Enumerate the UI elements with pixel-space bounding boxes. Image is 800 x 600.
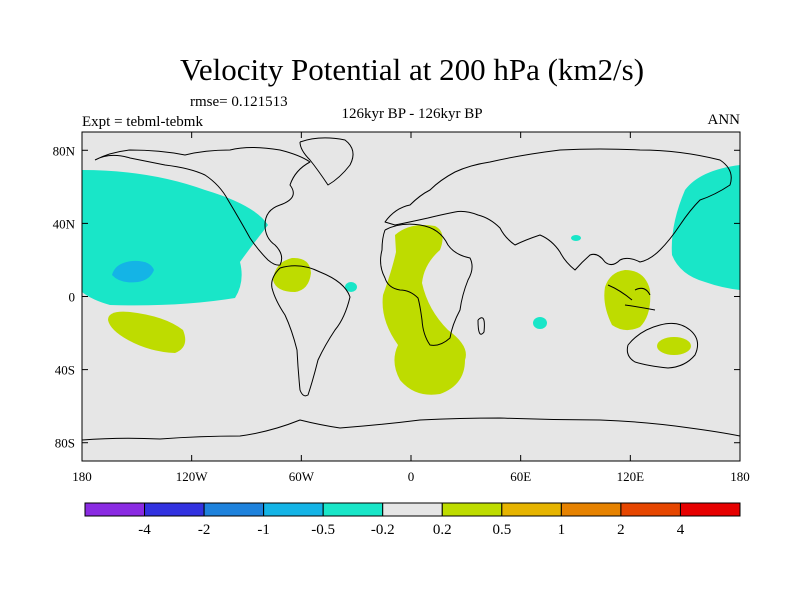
x-tick-label: 60E: [510, 469, 531, 484]
positive-region-south-pacific: [108, 311, 186, 353]
colorbar-label: -2: [198, 522, 211, 538]
coastline-madagascar: [477, 317, 485, 335]
colorbar-label: -1: [257, 522, 270, 538]
colorbar-label: -4: [138, 522, 151, 538]
colorbar: -4 -2 -1 -0.5 -0.2 0.2 0.5 1 2 4: [84, 502, 741, 538]
negative-region-atlantic-small: [345, 282, 357, 292]
y-tick-label: 80S: [55, 436, 75, 451]
colorbar-label: 1: [558, 522, 566, 538]
colorbar-swatch: [144, 502, 205, 517]
colorbar-label: -0.2: [371, 522, 395, 538]
x-tick-label: 180: [72, 469, 92, 484]
stronger-negative-region-pacific: [112, 260, 154, 283]
y-tick-label: 0: [69, 290, 76, 305]
colorbar-swatch: [203, 502, 265, 517]
y-tick-label: 80N: [53, 143, 76, 158]
x-tick-label: 180: [730, 469, 750, 484]
positive-region-africa-atlantic: [382, 225, 466, 395]
x-tick-label: 0: [408, 469, 415, 484]
colorbar-label: 4: [677, 522, 685, 538]
coastline-north-america: [94, 147, 311, 266]
coastline-greenland: [299, 137, 354, 186]
coastline-south-america: [271, 265, 351, 397]
negative-region-west-pacific: [671, 165, 740, 290]
y-axis-ticks: 80N 40N 0 40S 80S: [53, 143, 740, 451]
colorbar-label: 2: [617, 522, 625, 538]
season-label: ANN: [708, 112, 741, 128]
colorbar-swatch: [84, 502, 146, 517]
colorbar-swatch: [322, 502, 384, 517]
colorbar-swatch: [679, 502, 741, 517]
chart-title: Velocity Potential at 200 hPa (km2/s): [180, 52, 644, 87]
negative-region-arabian-sea: [571, 235, 581, 241]
coastline-antarctica: [82, 417, 740, 441]
map-plot-area: [81, 131, 741, 462]
y-tick-label: 40S: [55, 363, 75, 378]
coastlines: [82, 137, 740, 441]
positive-region-australia: [657, 337, 691, 355]
colorbar-swatch: [560, 502, 622, 517]
x-axis-ticks: 180 120W 60W 0 60E 120E 180: [72, 132, 750, 484]
period-label: 126kyr BP - 126kyr BP: [341, 106, 482, 122]
positive-region-maritime-continent: [604, 270, 651, 331]
coastline-maritime-continent: [607, 284, 656, 311]
x-tick-label: 120E: [617, 469, 645, 484]
colorbar-label: 0.2: [433, 522, 452, 538]
colorbar-swatch: [501, 502, 562, 517]
x-tick-label: 120W: [176, 469, 209, 484]
experiment-label: Expt = tebml-tebmk: [82, 114, 203, 130]
colorbar-swatch: [382, 502, 443, 517]
colorbar-swatch: [263, 502, 324, 517]
colorbar-label: -0.5: [311, 522, 335, 538]
colorbar-swatch: [441, 502, 503, 517]
colorbar-swatch: [620, 502, 681, 517]
coastline-africa: [380, 223, 473, 346]
y-tick-label: 40N: [53, 216, 76, 231]
rmse-label: rmse= 0.121513: [190, 94, 288, 110]
x-tick-label: 60W: [289, 469, 315, 484]
coastline-australia: [626, 322, 699, 369]
colorbar-label: 0.5: [492, 522, 511, 538]
contour-fills: [82, 137, 740, 441]
negative-region-indian-ocean: [533, 317, 547, 329]
coastline-eurasia: [384, 148, 732, 271]
